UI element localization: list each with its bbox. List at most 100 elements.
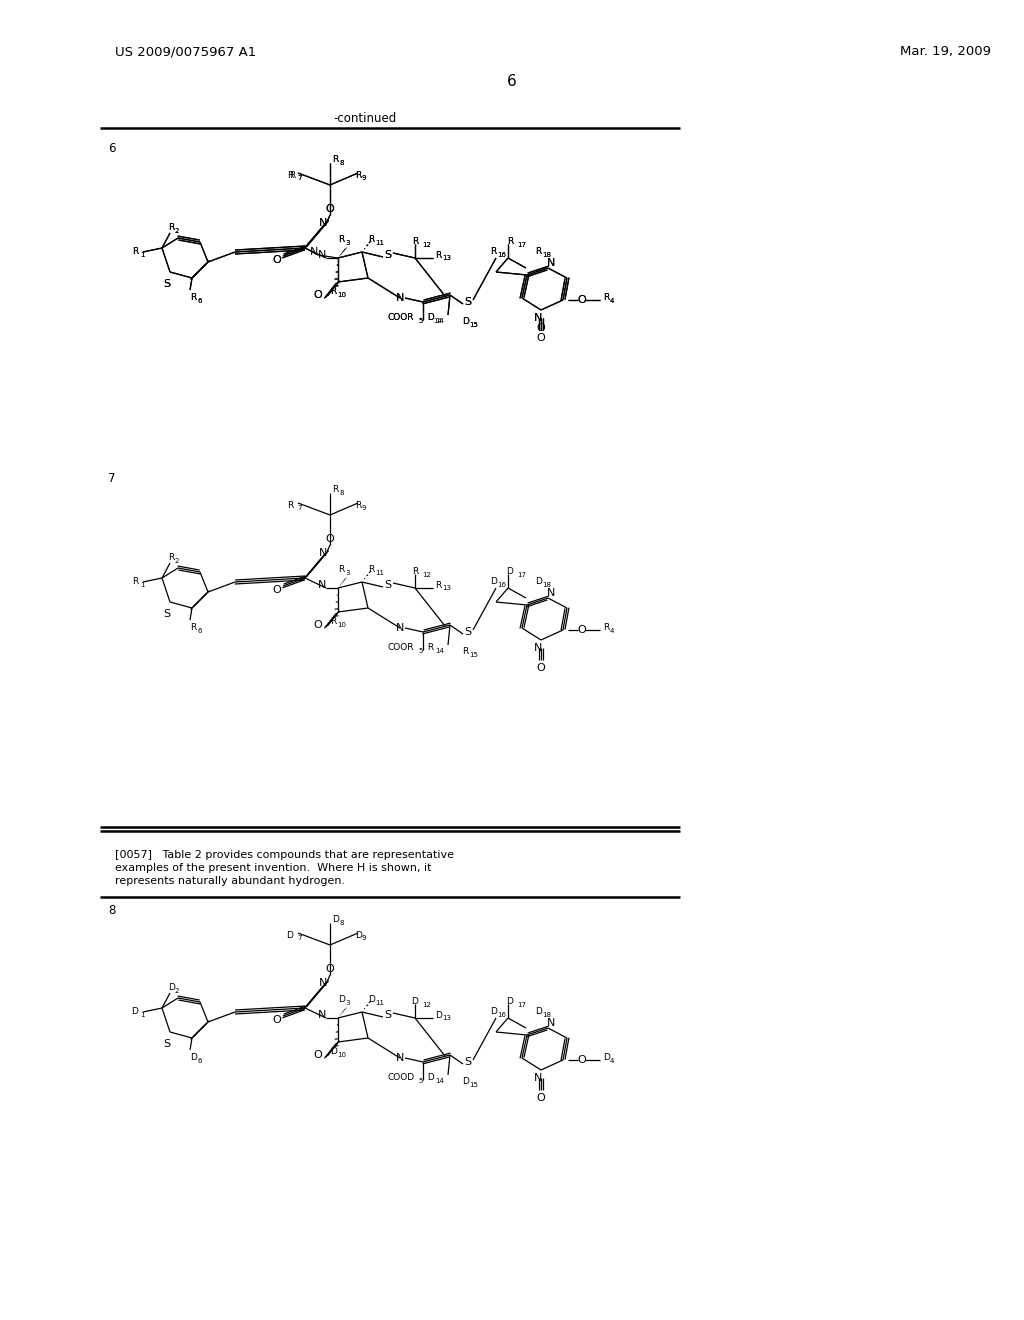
Polygon shape: [338, 247, 347, 257]
Text: N: N: [318, 548, 327, 558]
Text: D: D: [412, 998, 419, 1006]
Text: S: S: [164, 1039, 171, 1049]
Text: S: S: [384, 579, 391, 590]
Text: 10: 10: [337, 292, 346, 298]
Text: D: D: [462, 318, 469, 326]
Text: [0057]   Table 2 provides compounds that are representative: [0057] Table 2 provides compounds that a…: [115, 850, 454, 861]
Text: O: O: [578, 1055, 587, 1065]
Text: R: R: [132, 578, 138, 586]
Text: 14: 14: [435, 1078, 443, 1084]
Text: COOD: COOD: [388, 1073, 415, 1082]
Text: 10: 10: [337, 622, 346, 628]
Text: O: O: [313, 290, 323, 300]
Text: R: R: [132, 248, 138, 256]
Text: R: R: [338, 235, 344, 244]
Text: R: R: [168, 223, 174, 232]
Text: R: R: [412, 238, 418, 247]
Text: O: O: [578, 624, 587, 635]
Text: 6: 6: [108, 141, 116, 154]
Text: Mar. 19, 2009: Mar. 19, 2009: [900, 45, 991, 58]
Text: 12: 12: [422, 572, 431, 578]
Text: R: R: [338, 235, 344, 244]
Text: 16: 16: [497, 1012, 506, 1018]
Text: S: S: [164, 609, 171, 619]
Text: R: R: [190, 293, 197, 302]
Text: N: N: [547, 587, 555, 598]
Text: -continued: -continued: [334, 111, 396, 124]
Text: O: O: [313, 290, 323, 300]
Text: 3: 3: [345, 1001, 349, 1006]
Text: D: D: [462, 318, 469, 326]
Text: 15: 15: [469, 322, 478, 327]
Text: D: D: [490, 1007, 497, 1016]
Text: 6: 6: [197, 1059, 202, 1064]
Text: D: D: [286, 931, 293, 940]
Text: N: N: [547, 257, 555, 268]
Text: 10: 10: [337, 1052, 346, 1059]
Text: R: R: [603, 623, 609, 632]
Text: D: D: [168, 983, 175, 993]
Text: 13: 13: [442, 255, 451, 261]
Text: R: R: [287, 170, 293, 180]
Text: 17: 17: [517, 1002, 526, 1008]
Text: 15: 15: [469, 652, 478, 657]
Text: N: N: [396, 623, 404, 634]
Text: 1: 1: [140, 252, 144, 257]
Text: R: R: [603, 293, 609, 302]
Text: O: O: [537, 323, 546, 333]
Text: R: R: [435, 581, 441, 590]
Text: N: N: [309, 247, 318, 257]
Text: R: R: [168, 553, 174, 562]
Text: R: R: [332, 156, 338, 165]
Text: D: D: [355, 931, 361, 940]
Text: S: S: [384, 249, 391, 260]
Text: R: R: [368, 235, 374, 244]
Polygon shape: [338, 247, 347, 257]
Text: R: R: [435, 251, 441, 260]
Text: 7: 7: [108, 471, 116, 484]
Text: 8: 8: [339, 160, 343, 166]
Text: COOR: COOR: [388, 314, 415, 322]
Text: 7: 7: [297, 176, 301, 181]
Text: D: D: [338, 995, 345, 1005]
Text: US 2009/0075967 A1: US 2009/0075967 A1: [115, 45, 256, 58]
Text: 5: 5: [418, 1078, 422, 1084]
Text: R: R: [330, 288, 336, 297]
Text: R: R: [332, 486, 338, 495]
Text: D: D: [330, 1048, 337, 1056]
Text: R: R: [330, 288, 336, 297]
Text: 9: 9: [362, 176, 367, 181]
Polygon shape: [338, 577, 347, 587]
Text: 4: 4: [610, 628, 614, 634]
Text: 16: 16: [497, 582, 506, 587]
Text: 6: 6: [507, 74, 517, 90]
Text: 10: 10: [337, 292, 346, 298]
Text: N: N: [547, 1018, 555, 1028]
Text: N: N: [318, 978, 327, 987]
Text: 3: 3: [345, 240, 349, 246]
Text: O: O: [537, 1093, 546, 1104]
Text: 5: 5: [418, 648, 422, 653]
Text: 1: 1: [140, 582, 144, 587]
Text: R: R: [190, 293, 197, 302]
Text: 15: 15: [469, 1082, 478, 1088]
Text: 17: 17: [517, 242, 526, 248]
Text: R: R: [535, 248, 542, 256]
Text: 2: 2: [175, 228, 179, 234]
Text: 1: 1: [140, 1012, 144, 1018]
Text: R: R: [462, 648, 468, 656]
Text: D: D: [131, 1007, 138, 1016]
Text: 3: 3: [345, 570, 349, 576]
Text: N: N: [317, 579, 326, 590]
Text: 3: 3: [345, 240, 349, 246]
Text: R: R: [603, 293, 609, 302]
Text: 4: 4: [610, 1059, 614, 1064]
Text: 11: 11: [375, 570, 384, 576]
Text: 7: 7: [297, 176, 301, 181]
Text: S: S: [384, 1010, 391, 1020]
Text: D: D: [190, 1053, 197, 1063]
Text: S: S: [465, 627, 472, 638]
Text: 13: 13: [442, 585, 451, 591]
Text: R: R: [490, 248, 497, 256]
Text: 12: 12: [422, 242, 431, 248]
